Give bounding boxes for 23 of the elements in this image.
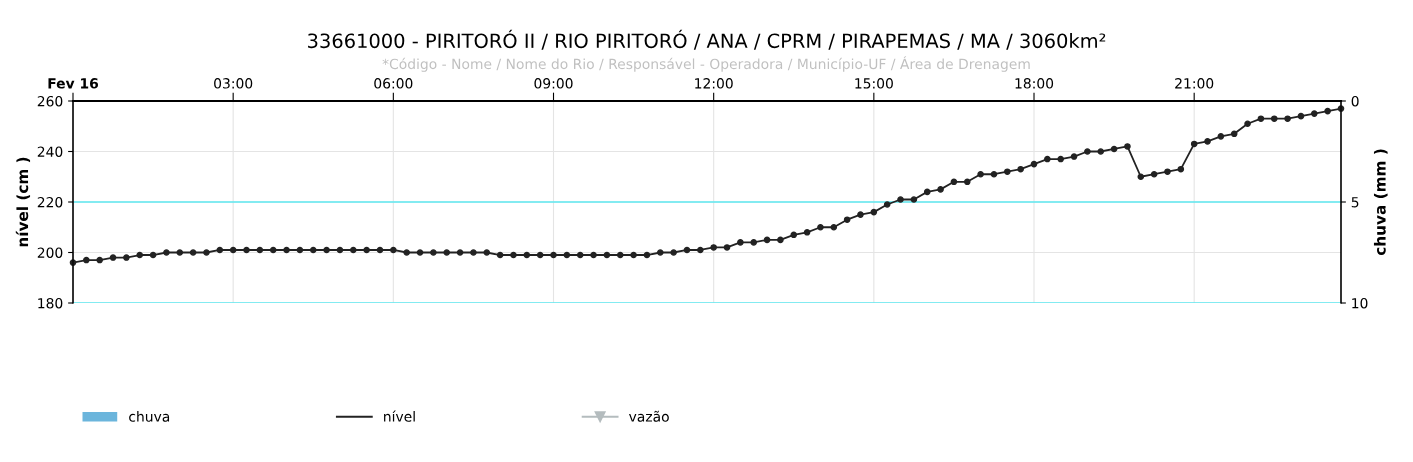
x-tick-label: 18:00 (1015, 78, 1054, 89)
x-tick-label: 15:00 (855, 78, 893, 89)
y2-axis-title: chuva (mm ) (1373, 149, 1388, 256)
y-tick-label: 240 (37, 146, 63, 157)
x-tick-label: Fev 16 (48, 78, 99, 89)
y2-tick-label: 10 (1352, 297, 1368, 309)
y-axis-title: nível (cm ) (15, 157, 31, 247)
x-tick-label: 12:00 (695, 78, 733, 89)
y2-tick-label: 5 (1351, 197, 1359, 208)
x-tick-label: 21:00 (1175, 78, 1214, 89)
legend-label: chuva (129, 411, 170, 422)
y-tick-label: 180 (38, 297, 63, 309)
x-tick-label: 09:00 (534, 78, 573, 89)
y-tick-label: 260 (37, 95, 63, 107)
chart-subtitle: *Código - Nome / Nome do Rio / Responsável - Operadora / Município-UF / Área de Drenagem (382, 56, 1030, 72)
y2-tick-label: 0 (1351, 95, 1359, 107)
x-tick-label: 06:00 (374, 78, 413, 89)
legend-label: nível (384, 410, 415, 422)
chart-title: 33661000 - PIRITORÓ II / RIO PIRITORÓ / ANA / CPRM / PIRAPEMAS / MA / 3060km² (308, 29, 1106, 50)
y-tick-label: 200 (37, 247, 63, 258)
x-tick-label: 03:00 (214, 78, 253, 89)
y-tick-label: 220 (37, 196, 63, 208)
legend-label: vazão (629, 410, 669, 422)
